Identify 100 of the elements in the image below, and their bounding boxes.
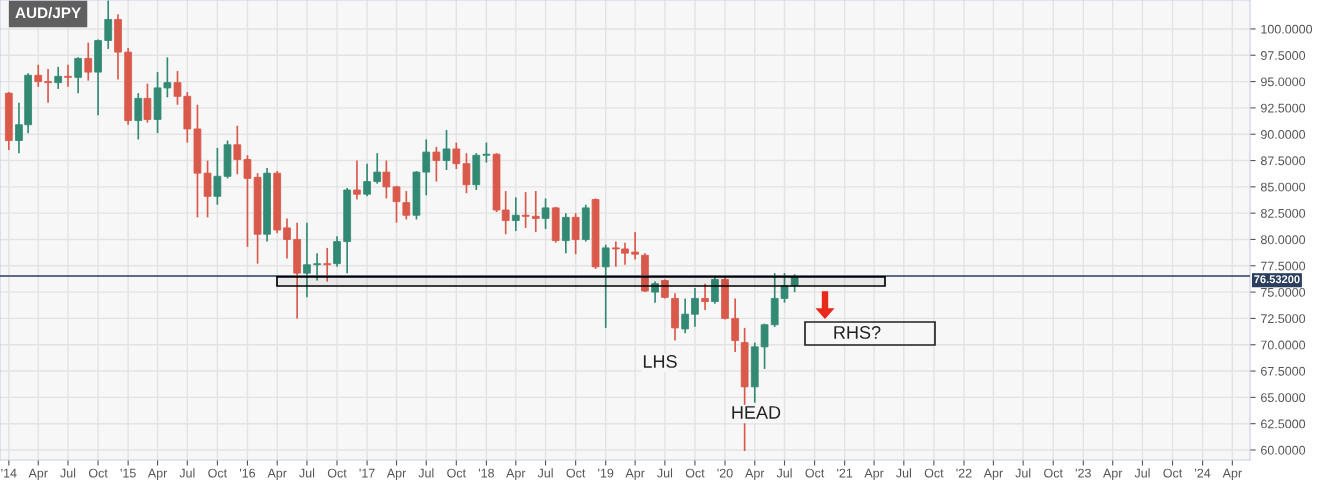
candlestick (283, 217, 291, 260)
x-tick-label: Jul (896, 468, 911, 478)
x-tick-label: '19 (598, 468, 614, 478)
x-tick-label: Oct (447, 468, 466, 478)
candlestick (34, 63, 43, 88)
y-tick-label: 97.5000 (1261, 51, 1306, 60)
candlestick (691, 287, 699, 328)
x-tick-label: Oct (805, 468, 825, 478)
x-tick-label: '21 (837, 468, 853, 478)
candlestick (511, 196, 520, 232)
candlestick (521, 191, 530, 229)
candlestick (392, 184, 401, 224)
annotation: LHS (643, 355, 677, 368)
x-tick-label: '23 (1075, 468, 1091, 478)
x-tick-label: Apr (625, 468, 645, 480)
x-tick-label: Oct (88, 468, 108, 478)
ref-line-label: 76.53200 (1254, 275, 1300, 284)
x-tick-label: '17 (359, 468, 375, 478)
x-tick-label: '16 (239, 468, 256, 478)
x-tick-label: Jul (657, 468, 673, 478)
candlestick (701, 282, 709, 311)
candlestick (313, 252, 321, 282)
x-tick-label: Oct (327, 468, 347, 478)
annotation: RHS? (834, 326, 881, 339)
candlestick (54, 66, 63, 90)
candlestick (84, 41, 93, 82)
candlestick (531, 190, 540, 233)
candlestick (213, 147, 222, 206)
y-tick-label: 62.5000 (1261, 419, 1306, 429)
y-tick-label: 87.5000 (1260, 156, 1306, 166)
candlestick (64, 63, 72, 88)
y-tick-label: 60.0000 (1261, 445, 1306, 455)
x-tick-label: Apr (745, 468, 765, 480)
candlestick (373, 152, 382, 185)
candlestick (382, 159, 391, 200)
y-tick-label: 90.0000 (1261, 130, 1306, 139)
x-tick-label: Oct (924, 468, 944, 478)
x-tick-label: Jul (299, 468, 315, 478)
candlestick (482, 141, 491, 164)
candlestick (333, 235, 341, 268)
y-tick-label: 65.0000 (1261, 393, 1306, 403)
y-tick-label: 95.0000 (1261, 77, 1306, 87)
x-tick-label: Jul (1134, 468, 1150, 478)
candlestick (601, 243, 610, 329)
x-tick-label: Oct (1163, 468, 1183, 478)
x-tick-label: Apr (983, 468, 1003, 480)
x-tick-label: Apr (1103, 468, 1123, 480)
x-tick-label: Apr (864, 468, 884, 480)
y-tick-label: 77.5000 (1261, 261, 1306, 271)
annotation: HEAD (732, 406, 781, 419)
x-tick-label: Jul (776, 468, 792, 478)
x-tick-label: Oct (566, 468, 586, 478)
x-tick-label: Apr (386, 468, 407, 480)
candlestick (134, 92, 143, 141)
candlestick (233, 124, 242, 176)
candlestick (442, 129, 451, 171)
candlestick (402, 190, 411, 221)
x-tick-label: '22 (956, 468, 972, 478)
x-tick-label: Jul (1015, 468, 1031, 478)
candlestick (44, 68, 52, 104)
x-tick-label: Oct (208, 468, 228, 478)
candlestick (303, 221, 311, 299)
x-tick-label: Apr (147, 468, 168, 480)
candlestick (731, 297, 740, 353)
candlestick (452, 141, 461, 170)
y-tick-label: 82.5000 (1260, 208, 1306, 218)
y-tick-label: 72.5000 (1261, 314, 1306, 324)
x-tick-label: '14 (1, 468, 17, 478)
x-tick-label: Jul (418, 468, 434, 478)
x-tick-label: Jul (179, 468, 195, 478)
candlestick (143, 82, 152, 124)
x-tick-label: Jul (60, 468, 76, 478)
x-tick-label: '18 (478, 468, 494, 478)
candlestick (651, 280, 659, 304)
y-tick-label: 92.5000 (1261, 103, 1306, 113)
y-tick-label: 85.0000 (1260, 182, 1306, 192)
y-tick-label: 70.0000 (1261, 340, 1306, 350)
y-tick-label: 80.0000 (1260, 235, 1306, 245)
candlestick (104, 0, 113, 50)
candlestick (631, 231, 639, 261)
x-tick-label: '20 (717, 468, 733, 478)
y-tick-label: 100.0000 (1261, 24, 1313, 34)
candlestick (363, 162, 371, 198)
candlestick (74, 56, 82, 94)
chart-title: AUD/JPY (15, 6, 81, 19)
candlestick (541, 197, 550, 230)
candlestick (432, 146, 441, 183)
x-tick-label: Apr (506, 468, 526, 480)
candlestick (243, 154, 252, 248)
x-tick-label: Apr (1222, 468, 1242, 480)
candlestick (681, 297, 689, 334)
x-tick-label: Oct (685, 468, 705, 478)
candlestick (711, 275, 719, 305)
y-tick-label: 75.0000 (1261, 287, 1306, 297)
x-tick-label: '15 (120, 468, 136, 478)
candlestick (462, 152, 471, 194)
candlestick (571, 212, 580, 256)
x-tick-label: Apr (28, 468, 48, 480)
y-tick-label: 67.5000 (1261, 366, 1306, 376)
candlestick (323, 247, 332, 283)
